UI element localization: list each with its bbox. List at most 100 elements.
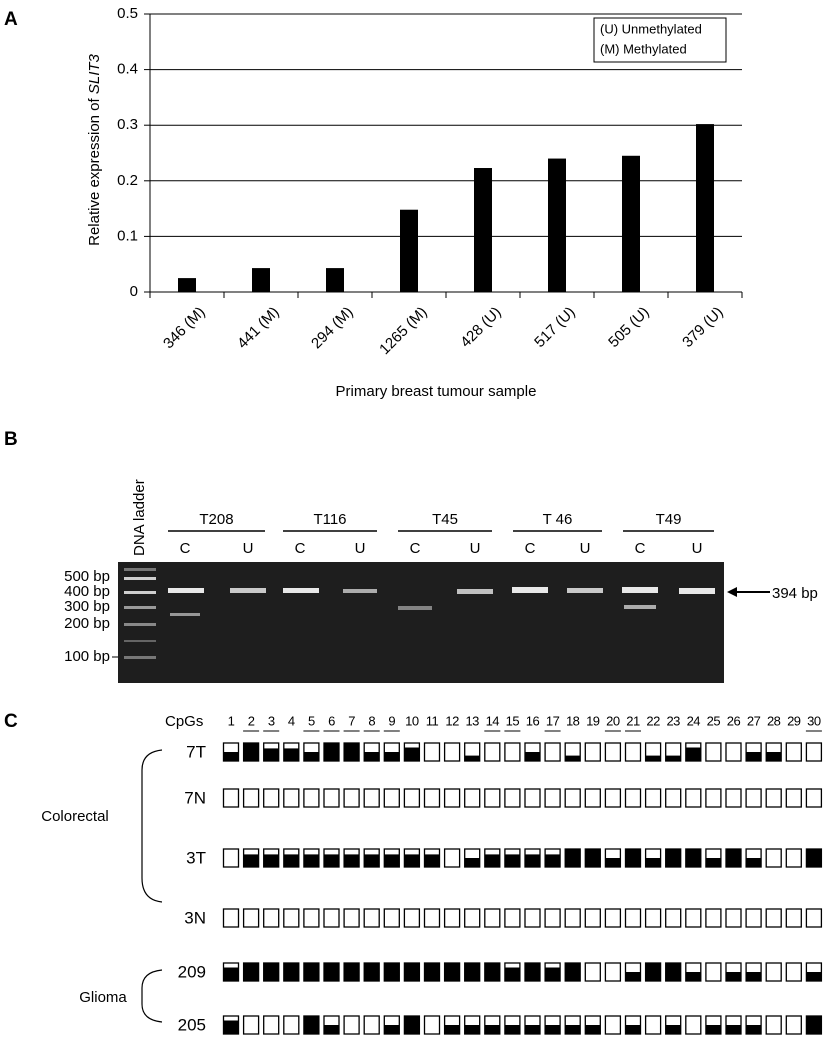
cpg-box (383, 788, 400, 808)
row-label: 3N (184, 908, 206, 927)
group-label: T 46 (543, 511, 573, 528)
cpg-number: 6 (328, 713, 335, 728)
cpg-box (785, 962, 802, 982)
cpg-number: 2 (248, 713, 255, 728)
panel-label: B (4, 429, 18, 450)
cpg-box (685, 788, 702, 808)
cpg-fill (565, 849, 581, 867)
cpg-fill (324, 1025, 339, 1034)
cpg-box (725, 908, 742, 928)
cpg-fill (726, 972, 741, 981)
cpg-fill (424, 963, 440, 981)
cpg-fill (404, 854, 420, 867)
cpg-box (644, 908, 662, 928)
cpg-box (283, 908, 300, 928)
cpg-box (323, 788, 340, 808)
gel (118, 562, 724, 683)
panel-label: C (4, 711, 18, 732)
cpg-box (403, 788, 421, 808)
bar (622, 155, 640, 292)
cpg-number: 29 (787, 713, 801, 728)
cpg-box (504, 788, 521, 808)
ladder-label: 100 bp (64, 648, 110, 665)
cpg-box (564, 788, 581, 808)
cpg-number: 9 (388, 713, 395, 728)
cpg-box (584, 742, 601, 762)
cpg-number: 25 (707, 713, 721, 728)
cpg-fill (625, 849, 641, 867)
cpg-box (524, 908, 541, 928)
cpg-box (584, 908, 601, 928)
cpg-box (443, 848, 461, 868)
legend-note: (U) Unmethylated (600, 21, 702, 36)
cpg-fill (384, 1025, 400, 1034)
cpg-box (805, 908, 823, 928)
cpg-box (604, 908, 622, 928)
cpg-box (745, 788, 762, 808)
cpg-box (464, 908, 481, 928)
cpg-box (283, 1015, 300, 1035)
cpg-box (222, 788, 240, 808)
cpg-fill (545, 854, 561, 867)
cpg-box (544, 742, 561, 762)
cpg-fill (444, 1025, 460, 1034)
cpg-box (544, 788, 561, 808)
cpg-fill (685, 747, 701, 761)
cpg-box (665, 908, 682, 928)
cpg-box (242, 908, 260, 928)
bar (178, 278, 196, 292)
cpg-box (343, 908, 360, 928)
cpg-box (242, 788, 260, 808)
cpg-number: 22 (646, 713, 660, 728)
y-tick-label: 0.4 (117, 61, 138, 78)
cpg-fill (364, 752, 380, 761)
cpg-number: 21 (626, 713, 640, 728)
cpg-number: 23 (666, 713, 680, 728)
cpg-box (685, 1015, 702, 1035)
lane-label: C (635, 540, 646, 557)
cpg-fill (344, 854, 360, 867)
lane-label: C (410, 540, 421, 557)
group-label: Glioma (79, 989, 127, 1006)
ladder-label: 200 bp (64, 615, 110, 632)
cpg-fill (283, 963, 299, 981)
x-tick-label: 517 (U) (531, 304, 578, 351)
cpg-box (484, 788, 501, 808)
cpg-box (705, 908, 722, 928)
y-axis-label-text: Relative expression of (86, 97, 103, 245)
cpg-fill (806, 849, 822, 867)
cpg-number: 24 (687, 713, 701, 728)
cpg-box (303, 788, 320, 808)
cpg-fill (806, 1016, 822, 1034)
cpg-fill (545, 1025, 561, 1034)
cpg-box (263, 1015, 280, 1035)
y-tick-label: 0.2 (117, 172, 138, 189)
y-axis-label-gene: SLIT3 (86, 53, 103, 94)
cpg-fill (645, 963, 661, 981)
cpg-box (263, 908, 280, 928)
cpg-fill (766, 752, 782, 761)
cpg-fill (806, 972, 822, 981)
cpg-number: 30 (807, 713, 821, 728)
cpg-box (504, 908, 521, 928)
cpg-box (785, 1015, 802, 1035)
lane-label: U (580, 540, 591, 557)
cpg-fill (525, 854, 540, 867)
arrow-label: 394 bp (772, 585, 818, 602)
row-label: 209 (178, 962, 206, 981)
cpg-fill (303, 963, 319, 981)
lane-label: U (470, 540, 481, 557)
group-label: Colorectal (41, 808, 109, 825)
cpg-fill (525, 963, 540, 981)
cpg-box (705, 742, 722, 762)
cpg-box (323, 908, 340, 928)
lane-label: C (180, 540, 191, 557)
cpg-fill (384, 963, 400, 981)
cpg-fill (243, 963, 259, 981)
cpg-box (785, 908, 802, 928)
cpg-number: 26 (727, 713, 741, 728)
cpg-fill (303, 1016, 319, 1034)
x-tick-label: 379 (U) (679, 304, 726, 351)
row-label: 205 (178, 1015, 206, 1034)
cpg-number: 17 (546, 713, 560, 728)
